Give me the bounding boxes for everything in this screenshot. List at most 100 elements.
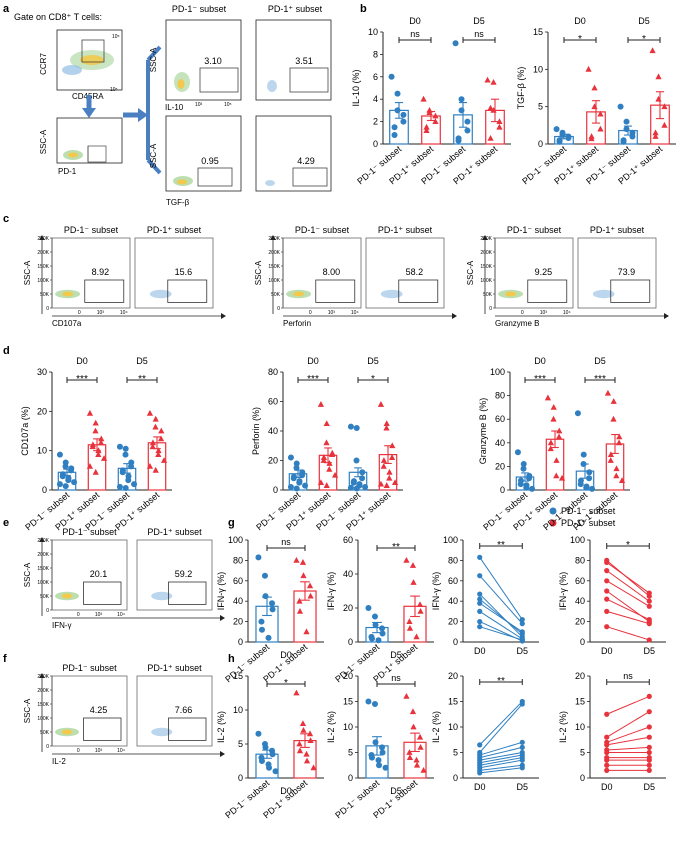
data-point [160, 457, 168, 463]
y-tick-label: 60 [268, 397, 278, 407]
data-point [409, 708, 417, 715]
data-point [303, 750, 310, 757]
paired-line [479, 741, 523, 756]
data-point [452, 40, 459, 47]
y-tick-label: 200K [37, 250, 49, 256]
data-point [646, 590, 652, 596]
data-point [122, 451, 129, 458]
paired-line [606, 570, 650, 602]
data-point [272, 768, 279, 775]
data-point [519, 629, 525, 635]
y-tick-label: 5 [580, 748, 585, 758]
y-tick-label: 150K [37, 566, 49, 572]
y-tick-label: 0 [453, 773, 458, 783]
value-pos: 58.2 [406, 267, 424, 277]
header-pd1-neg: PD-1⁻ subset [64, 225, 119, 235]
gate-box [197, 167, 233, 187]
data-point [646, 603, 652, 609]
data-point [262, 593, 269, 600]
data-point [604, 608, 610, 615]
density-core [62, 291, 74, 297]
data-point [362, 484, 369, 491]
data-point [379, 744, 386, 751]
data-point [604, 757, 610, 763]
data-point [296, 740, 303, 747]
y-axis-label: IL-2 (%) [216, 711, 226, 743]
y-tick-label: 0 [273, 485, 278, 495]
y-tick-label: 6 [373, 72, 378, 82]
data-point [616, 433, 623, 440]
data-point [646, 693, 652, 700]
data-point [617, 103, 624, 110]
data-point [119, 469, 126, 476]
density-cloud [62, 65, 82, 75]
data-point [290, 475, 297, 482]
data-point [565, 135, 572, 142]
data-point [604, 389, 612, 396]
data-point [589, 485, 596, 492]
ssca-label: SSC-A [23, 562, 32, 587]
y-tick-label: 40 [448, 596, 458, 606]
y-tick-label: 0 [46, 608, 49, 614]
y-tick-label: 200K [480, 250, 492, 256]
significance-label: ns [410, 29, 420, 39]
group-label: D0 [574, 16, 586, 26]
data-point [296, 608, 304, 614]
group-label: D5 [638, 16, 650, 26]
data-point [391, 124, 398, 131]
x-tick-label: 0 [309, 310, 312, 316]
data-point [607, 457, 614, 463]
y-tick-label: 100K [37, 278, 49, 284]
y-tick-label: 20 [343, 603, 353, 613]
data-point [300, 727, 307, 733]
data-point [59, 473, 66, 480]
y-axis-label: Granzyme B (%) [478, 398, 488, 465]
y-tick-label: 5 [238, 739, 243, 749]
x-tick-label: 10⁴ [563, 310, 571, 316]
gate-box [167, 279, 208, 303]
paired-line [606, 626, 650, 641]
data-point [125, 477, 132, 484]
data-point [258, 758, 265, 764]
data-point [56, 451, 63, 458]
y-tick-label: 0 [46, 744, 49, 750]
data-point [266, 764, 273, 771]
data-point [62, 483, 69, 490]
data-point [591, 84, 598, 91]
y-tick-label: 0 [580, 637, 585, 647]
data-point [604, 762, 610, 768]
data-point [368, 754, 375, 761]
tick-label: 10⁵ [110, 87, 118, 93]
y-tick-label: 200K [268, 250, 280, 256]
data-point [262, 744, 269, 751]
data-point [323, 482, 330, 488]
y-tick-label: 60 [448, 576, 458, 586]
data-point [529, 485, 536, 492]
data-point [68, 467, 75, 474]
panel-f-label: f [3, 653, 7, 665]
plot-frame [51, 675, 128, 747]
ssc-pd1-plot: SSC-A PD-1 [39, 117, 123, 176]
data-point [409, 562, 417, 568]
data-point [604, 588, 610, 594]
y-tick-label: 100K [37, 716, 49, 722]
data-point [646, 749, 652, 756]
group-label: D5 [473, 16, 485, 26]
data-point [646, 709, 652, 715]
y-tick-label: 150K [37, 702, 49, 708]
data-point [523, 484, 530, 491]
data-point [464, 127, 471, 134]
data-point [556, 138, 563, 145]
density-core [505, 291, 517, 297]
x-tick-label: 10⁴ [351, 310, 359, 316]
data-point [299, 720, 307, 726]
data-point [269, 600, 276, 607]
data-point [287, 484, 294, 491]
y-tick-label: 0 [500, 485, 505, 495]
chart-g4: 0 20 40 60 80 100 IFN-γ (%) D0 D5 * [558, 535, 666, 656]
y-tick-label: 15 [448, 697, 458, 707]
y-tick-label: 150K [268, 264, 280, 270]
